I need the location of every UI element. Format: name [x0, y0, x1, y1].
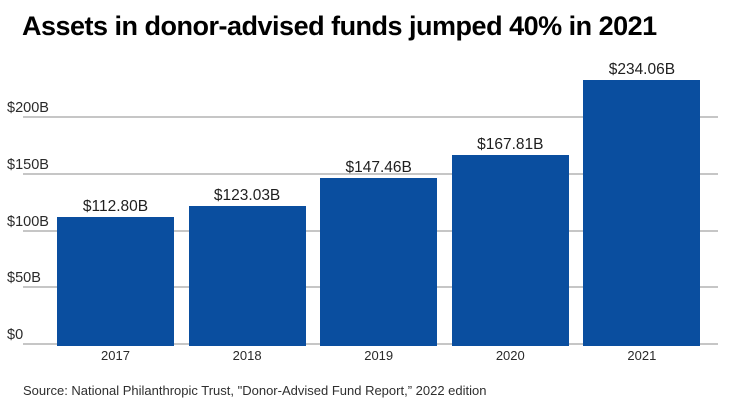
bar-2017	[57, 217, 174, 346]
y-axis-tick-label: $200B	[7, 100, 49, 117]
bar-value-label: $147.46B	[345, 158, 412, 176]
bar-2020	[451, 154, 569, 346]
bar-2019	[320, 177, 438, 346]
bar-value-label: $167.81B	[477, 135, 544, 153]
x-axis-tick-label: 2018	[232, 348, 262, 363]
chart-title: Assets in donor-advised funds jumped 40%…	[22, 11, 657, 41]
bar-value-label: $112.80B	[82, 198, 149, 216]
x-axis-tick-label: 2019	[364, 348, 394, 363]
bar-value-label: $234.06B	[608, 60, 676, 78]
y-axis-tick-label: $0	[7, 327, 24, 343]
bar-2018	[188, 205, 306, 346]
x-axis-tick-label: 2021	[627, 348, 657, 363]
gridline-200	[23, 116, 718, 119]
y-axis-tick-label: $50B	[7, 270, 41, 287]
x-axis-tick-label: 2017	[101, 348, 130, 363]
bar-2021	[583, 79, 701, 346]
y-axis-tick-label: $100B	[7, 213, 49, 230]
source-note: Source: National Philanthropic Trust, "D…	[23, 383, 487, 398]
x-axis-tick-label: 2020	[495, 348, 525, 363]
gridline-150	[23, 173, 718, 176]
y-axis-tick-label: $150B	[7, 157, 49, 174]
bar-value-label: $123.03B	[213, 186, 281, 204]
